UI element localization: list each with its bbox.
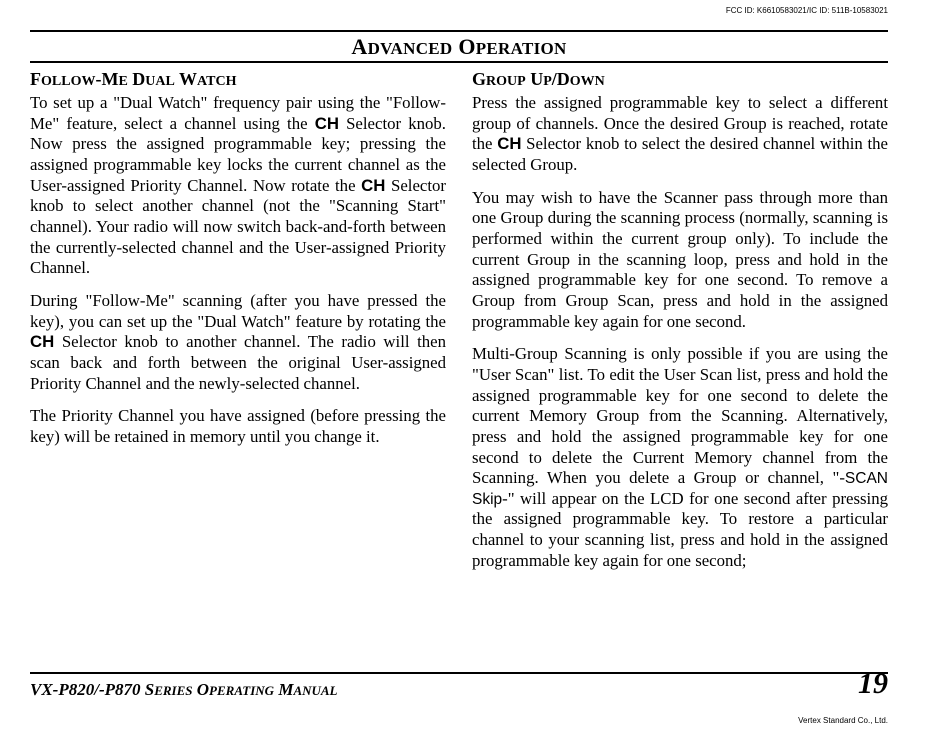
mtf: ANUAL [293,683,337,698]
left-column: FOLLOW-ME DUAL WATCH To set up a "Dual W… [30,69,446,571]
right-p1: Press the assigned programmable key to s… [472,93,888,176]
right-p2: You may wish to have the Scanner pass th… [472,188,888,333]
mtb: ERIES [154,683,192,698]
title-word2-rest: PERATION [476,39,567,58]
title-word1-cap: A [351,34,367,59]
right-heading: GROUP UP/DOWN [472,69,888,90]
mtd: PERATING [209,683,274,698]
vertex-footer: Vertex Standard Co., Ltd. [798,716,888,725]
rp1b: Selector knob to select the desired chan… [472,134,888,174]
left-heading: FOLLOW-ME DUAL WATCH [30,69,446,90]
right-p3: Multi-Group Scanning is only possible if… [472,344,888,571]
rh-w2b: P [543,74,552,89]
mte: M [274,680,293,699]
lh-w3a: D [132,69,145,89]
lh-w2: E [118,74,127,89]
manual-title: VX-P820/-P870 SERIES OPERATING MANUAL [30,680,338,700]
footer-rule [30,672,888,674]
lp2a: During "Follow-Me" scanning (after you h… [30,291,446,331]
right-column: GROUP UP/DOWN Press the assigned program… [472,69,888,571]
rp3a: Multi-Group Scanning is only possible if… [472,344,888,487]
lh-w1a: F [30,69,41,89]
lp2b: Selector knob to another channel. The ra… [30,332,446,392]
footer: VX-P820/-P870 SERIES OPERATING MANUAL 19 [0,672,936,703]
mta: VX-P820/-P870 S [30,680,154,699]
ch-label: CH [361,176,385,195]
left-p2: During "Follow-Me" scanning (after you h… [30,291,446,394]
lh-w4b: ATCH [197,74,236,89]
mtc: O [193,680,210,699]
left-p3: The Priority Channel you have assigned (… [30,406,446,447]
ch-label: CH [30,332,54,351]
ch-label: CH [315,114,339,133]
footer-row: VX-P820/-P870 SERIES OPERATING MANUAL 19 [30,676,888,703]
ch-label: CH [497,134,521,153]
rh-w3: OWN [570,74,605,89]
lh-w4a: W [179,69,197,89]
content-columns: FOLLOW-ME DUAL WATCH To set up a "Dual W… [30,69,888,571]
fcc-id: FCC ID: K6610583021/IC ID: 511B-10583021 [726,6,888,15]
rh-w1b: ROUP [486,74,526,89]
page-number: 19 [858,670,888,697]
title-word1-rest: DVANCED [368,39,453,58]
section-title: ADVANCED OPERATION [30,32,888,63]
title-word2-cap: O [458,34,475,59]
left-p1: To set up a "Dual Watch" frequency pair … [30,93,446,279]
rp3b: -" will appear on the LCD for one second… [472,489,888,570]
rh-w2a: U [530,69,543,89]
rh-w1a: G [472,69,486,89]
lh-hy: -M [95,69,118,89]
rh-sl: /D [552,69,570,89]
lh-w1b: OLLOW [41,74,95,89]
lh-w3b: UAL [145,74,175,89]
